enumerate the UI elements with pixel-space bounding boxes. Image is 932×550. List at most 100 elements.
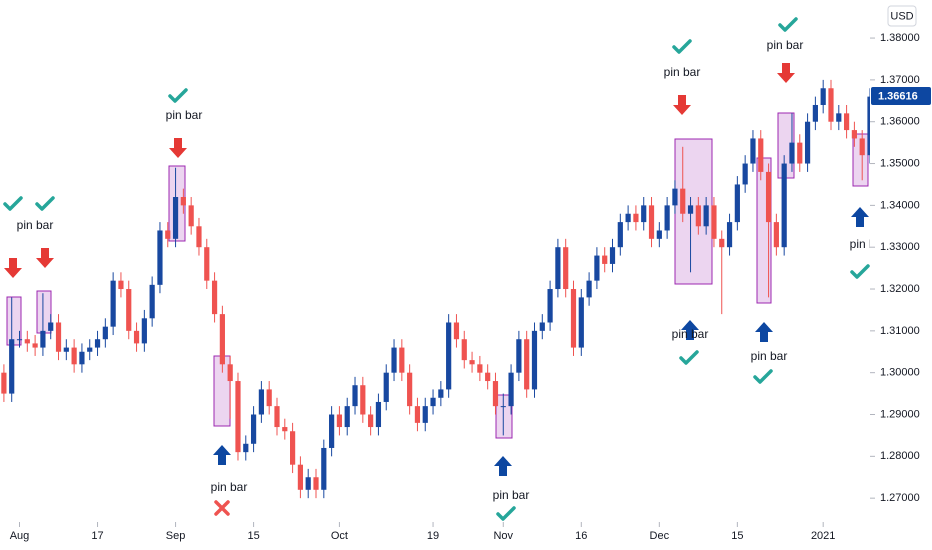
candle-body (781, 163, 787, 248)
check-icon (496, 506, 516, 521)
highlight-box (6, 296, 22, 346)
y-tick-label: 1.29000 (880, 408, 920, 420)
candle-body (648, 205, 655, 239)
candle-body (40, 330, 46, 348)
buy-arrow (851, 207, 869, 227)
currency: USD (890, 10, 913, 22)
sell-arrow (4, 258, 22, 278)
y-tick-label: 1.30000 (880, 367, 920, 379)
candle-body (55, 322, 62, 352)
candle-body (555, 247, 561, 290)
candle-body (196, 226, 202, 248)
candle-body (625, 213, 631, 223)
candle-body (680, 188, 686, 214)
candle-body (211, 280, 218, 315)
candle-body (274, 406, 280, 428)
candle-body (126, 289, 132, 331)
candle-body (719, 238, 725, 248)
candle-body (297, 464, 304, 490)
candle-body (422, 406, 428, 423)
candle-body (305, 477, 311, 490)
candle-body (633, 213, 639, 223)
candle-body (664, 205, 670, 231)
candle-body (453, 322, 460, 340)
candle-body (524, 339, 530, 390)
candle-body (586, 280, 592, 298)
candle-body (789, 142, 795, 164)
y-tick-label: 1.36000 (880, 116, 920, 128)
annotation: pin bar (672, 327, 709, 341)
y-tick-label: 1.28000 (880, 450, 920, 462)
candle-body (172, 197, 179, 239)
candle-body (563, 247, 569, 290)
candle-body (446, 322, 452, 390)
check-icon (778, 17, 798, 32)
y-tick-label: 1.33000 (880, 241, 920, 253)
candle-body (851, 130, 857, 139)
buy-arrow (681, 320, 699, 340)
candle-body (336, 414, 343, 428)
candle-body (750, 138, 756, 164)
y-tick-label: 1.38000 (880, 32, 920, 44)
x-tick-label: 19 (427, 530, 439, 542)
x-tick-label: 2021 (811, 530, 835, 542)
candle-body (375, 401, 382, 428)
candle-body (344, 406, 350, 428)
candle-body (391, 347, 397, 373)
buy-arrow (755, 322, 773, 342)
y-tick-label: 1.31000 (880, 325, 920, 337)
x-tick-label: 17 (91, 530, 103, 542)
x-tick-label: Nov (493, 530, 513, 542)
check-icon (753, 369, 773, 384)
candle-body (531, 330, 538, 390)
candle-body (469, 360, 475, 365)
candle-body (79, 351, 85, 365)
candle-body (602, 255, 608, 264)
candle-body (266, 389, 272, 407)
x-tick-label: Oct (331, 530, 348, 542)
candle-body (329, 414, 335, 448)
candle-body (368, 414, 374, 428)
candle-body (500, 406, 506, 408)
candle-body (641, 205, 647, 223)
candle-body (9, 339, 15, 394)
candle-body (321, 447, 327, 490)
candle-body (461, 339, 467, 361)
candle-body (407, 372, 413, 407)
candle-body (836, 113, 842, 122)
annotation: pin bar (751, 349, 788, 363)
check-icon (672, 39, 692, 54)
sell-arrow (169, 138, 187, 158)
last-price-tag (871, 86, 931, 105)
candle-body (594, 255, 600, 281)
candle-body (742, 163, 748, 185)
check-icon (168, 88, 188, 103)
candle-body (477, 364, 483, 373)
candle-body (282, 427, 288, 432)
x-tick-label: Dec (650, 530, 670, 542)
candle-body (141, 318, 147, 344)
candle-body (313, 477, 319, 490)
x-tick-label: Aug (10, 530, 30, 542)
candle-body (227, 364, 233, 382)
candle-body (360, 385, 366, 415)
x-tick-label: 15 (731, 530, 743, 542)
y-tick-label: 1.27000 (880, 492, 920, 504)
candle-body (63, 347, 69, 352)
x-tick-label: 16 (575, 530, 587, 542)
candle-body (485, 372, 491, 382)
cross-icon (214, 500, 230, 516)
sell-arrow (777, 63, 795, 83)
candle-body (547, 289, 553, 323)
candle-body (672, 188, 678, 206)
candle-body (492, 381, 499, 407)
candle-body (609, 247, 616, 264)
candle-body (399, 347, 405, 373)
candle-body (812, 104, 818, 122)
candle-body (32, 343, 38, 348)
candle-body (828, 88, 834, 122)
candle-body (758, 138, 764, 172)
sell-arrow (673, 95, 691, 115)
check-icon (35, 196, 55, 211)
